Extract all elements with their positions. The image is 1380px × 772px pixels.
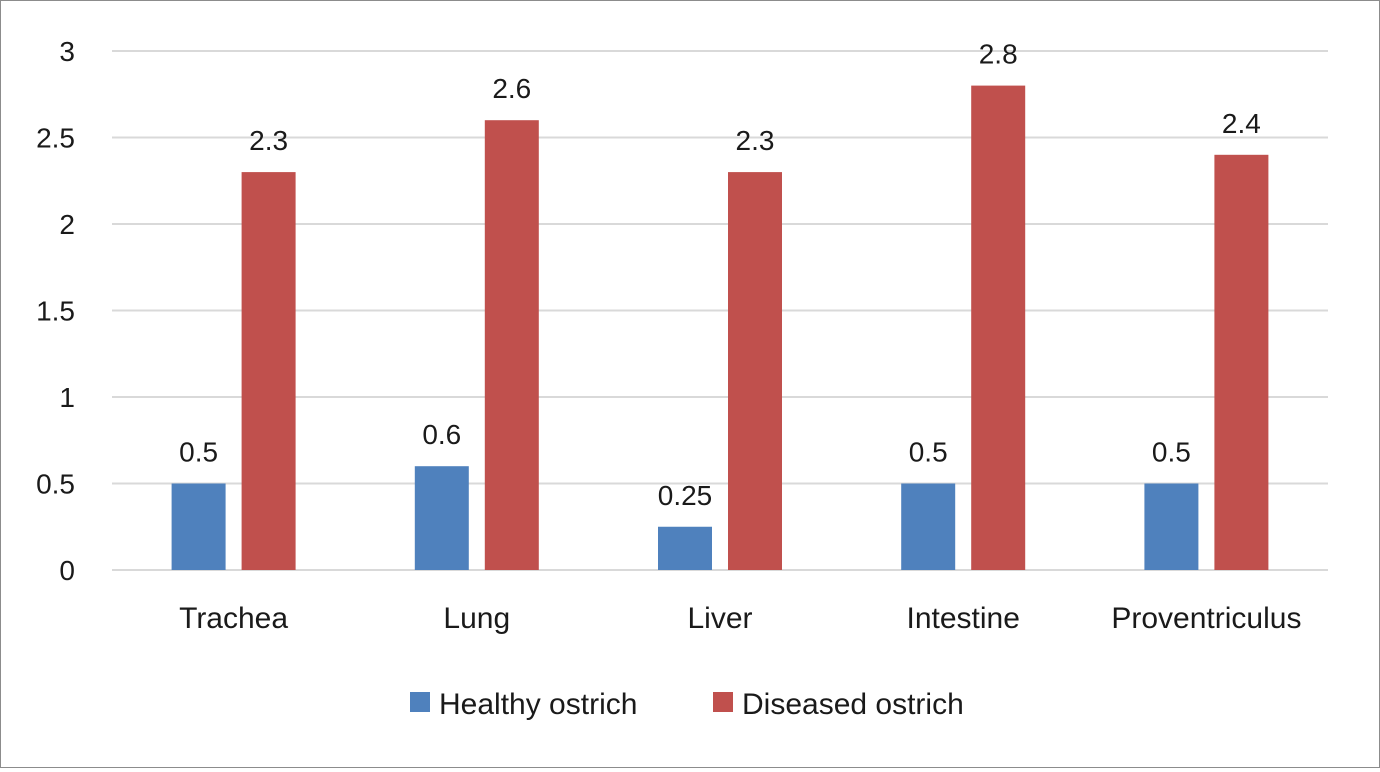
bar-diseased-proventriculus (1214, 154, 1269, 571)
data-label: 2.3 (249, 125, 288, 156)
legend: Healthy ostrich Diseased ostrich (410, 688, 964, 721)
bar-healthy-lung (414, 466, 469, 570)
category-label: Liver (687, 602, 752, 635)
data-label: 0.5 (179, 437, 218, 468)
y-tick-label: 1.5 (36, 296, 75, 327)
gridlines (112, 50, 1328, 571)
x-axis-categories: Trachea Lung Liver Intestine Proventriculus (179, 602, 1301, 635)
legend-label: Diseased ostrich (742, 688, 964, 721)
y-tick-label: 1 (59, 382, 75, 413)
bar-healthy-intestine (901, 483, 956, 570)
category-label: Intestine (906, 602, 1019, 635)
category-label: Lung (443, 602, 510, 635)
y-axis-ticks: 0 0.5 1 1.5 2 2.5 3 (36, 36, 75, 586)
y-tick-label: 2.5 (36, 123, 75, 154)
data-label: 2.3 (736, 125, 775, 156)
bar-healthy-proventriculus (1144, 483, 1199, 570)
bar-healthy-liver (658, 526, 712, 570)
data-label: 2.4 (1222, 108, 1261, 139)
data-label: 0.25 (658, 480, 713, 511)
bar-healthy-trachea (171, 483, 226, 570)
y-tick-label: 0.5 (36, 469, 75, 500)
data-label: 2.6 (492, 73, 531, 104)
data-label: 2.8 (979, 39, 1018, 70)
data-label: 0.5 (1152, 437, 1191, 468)
bar-diseased-trachea (241, 172, 296, 570)
category-label: Trachea (179, 602, 288, 635)
data-label: 0.6 (422, 419, 461, 450)
bar-diseased-lung (484, 120, 539, 570)
legend-swatch (410, 692, 430, 712)
bar-diseased-intestine (971, 85, 1026, 570)
y-tick-label: 3 (59, 36, 75, 67)
y-tick-label: 0 (59, 555, 75, 586)
category-label: Proventriculus (1111, 602, 1301, 635)
bars (171, 85, 1269, 571)
y-tick-label: 2 (59, 209, 75, 240)
data-labels: 0.5 2.3 0.6 2.6 0.25 2.3 0.5 2.8 0.5 2.4 (179, 39, 1261, 511)
bar-diseased-liver (728, 172, 782, 570)
data-label: 0.5 (909, 437, 948, 468)
legend-swatch (713, 692, 733, 712)
legend-label: Healthy ostrich (439, 688, 637, 721)
